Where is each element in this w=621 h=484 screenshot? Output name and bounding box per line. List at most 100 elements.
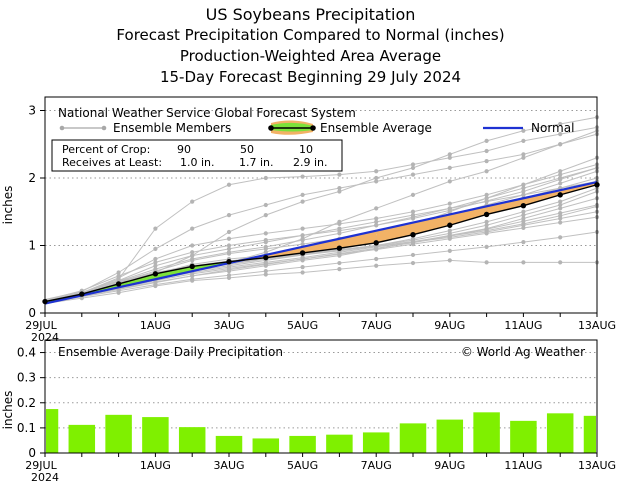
member-point bbox=[263, 272, 268, 277]
top-y-axis-label: inches bbox=[1, 186, 15, 225]
legend-members-marker bbox=[101, 125, 107, 131]
x-tick-label: 13AUG bbox=[578, 459, 616, 472]
member-point bbox=[190, 253, 195, 258]
member-point bbox=[374, 263, 379, 268]
member-point bbox=[153, 283, 158, 289]
member-point bbox=[300, 242, 305, 247]
member-point bbox=[558, 199, 563, 204]
x-tick-label: 9AUG bbox=[434, 319, 465, 332]
daily-bar bbox=[583, 415, 596, 453]
member-point bbox=[263, 213, 268, 218]
member-point bbox=[521, 213, 526, 218]
member-point bbox=[484, 228, 489, 233]
member-point bbox=[153, 246, 158, 251]
member-point bbox=[521, 152, 526, 157]
member-line bbox=[44, 164, 598, 302]
daily-bar bbox=[215, 435, 243, 453]
member-point bbox=[484, 260, 489, 265]
member-point bbox=[484, 198, 489, 204]
member-point bbox=[263, 261, 268, 266]
member-point bbox=[190, 250, 195, 255]
member-point bbox=[558, 220, 563, 225]
member-point bbox=[300, 238, 305, 243]
crop-table-box bbox=[51, 139, 343, 172]
member-point bbox=[300, 192, 305, 197]
member-point bbox=[521, 186, 526, 191]
member-point bbox=[484, 169, 489, 174]
ensemble-average-line bbox=[44, 184, 598, 303]
top-y-axis: 0 1 2 3 bbox=[28, 104, 45, 320]
member-point bbox=[374, 206, 379, 211]
normal-line-group bbox=[44, 180, 598, 305]
daily-bar bbox=[68, 424, 96, 453]
member-point bbox=[374, 256, 379, 262]
below-normal-fill bbox=[523, 190, 561, 206]
legend-average-label: Ensemble Average bbox=[320, 121, 432, 135]
member-point bbox=[337, 228, 342, 233]
ensemble-average-point bbox=[189, 263, 195, 270]
x-tick-label: 9AUG bbox=[434, 459, 465, 472]
member-point bbox=[374, 247, 379, 252]
x-tick-label: 1AUG bbox=[140, 459, 171, 472]
chart-subtitle-3: 15-Day Forecast Beginning 29 July 2024 bbox=[159, 68, 462, 86]
member-point bbox=[300, 199, 305, 204]
member-line bbox=[44, 197, 598, 304]
chart-subtitle-2: Production-Weighted Area Average bbox=[179, 47, 442, 65]
member-point bbox=[447, 233, 452, 239]
crop-table-row1-label: Percent of Crop: bbox=[62, 143, 150, 156]
member-point bbox=[153, 263, 158, 268]
member-point bbox=[226, 213, 232, 218]
member-point bbox=[447, 228, 452, 233]
y-tick-label: 2 bbox=[28, 171, 36, 185]
daily-bar bbox=[399, 423, 427, 453]
chart-titles: US Soybeans Precipitation Forecast Preci… bbox=[0, 4, 621, 88]
member-point bbox=[447, 248, 452, 253]
bottom-y-axis: 0 0.1 0.2 0.3 0.4 bbox=[17, 346, 45, 460]
x-tick-label: 11AUG bbox=[504, 319, 542, 332]
member-point bbox=[226, 236, 232, 241]
member-point bbox=[558, 177, 563, 182]
legend-members-label: Ensemble Members bbox=[113, 121, 231, 135]
member-point bbox=[374, 179, 379, 184]
member-point bbox=[558, 260, 563, 265]
member-point bbox=[447, 201, 452, 206]
ensemble-average-point bbox=[115, 281, 122, 287]
member-point bbox=[337, 221, 342, 226]
member-line bbox=[44, 231, 598, 304]
crop-table-value: 90 bbox=[177, 143, 191, 156]
member-point bbox=[410, 165, 416, 170]
member-line bbox=[44, 180, 598, 303]
member-point bbox=[226, 182, 232, 187]
member-point bbox=[263, 231, 268, 236]
crop-table-value: 50 bbox=[240, 143, 254, 156]
member-point bbox=[410, 236, 416, 241]
x-tick-label: 29JUL bbox=[25, 319, 57, 332]
bottom-gridlines bbox=[45, 352, 597, 429]
crop-table-value: 1.0 in. bbox=[180, 156, 215, 169]
crop-table-row2-label: Receives at Least: bbox=[62, 156, 162, 169]
bottom-panel-title: Ensemble Average Daily Precipitation bbox=[58, 345, 283, 359]
member-point bbox=[521, 209, 526, 214]
member-point bbox=[337, 189, 342, 194]
member-point bbox=[337, 252, 342, 257]
legend-normal-label: Normal bbox=[531, 121, 574, 135]
member-point bbox=[521, 138, 526, 143]
daily-bar bbox=[252, 438, 280, 453]
below-normal-fill bbox=[449, 206, 487, 226]
ensemble-average-point bbox=[336, 245, 343, 251]
member-point bbox=[521, 189, 526, 194]
member-point bbox=[190, 243, 195, 248]
member-point bbox=[153, 226, 158, 231]
below-normal-fill bbox=[413, 214, 450, 235]
member-point bbox=[521, 182, 526, 187]
ensemble-average-group bbox=[42, 182, 600, 305]
member-point bbox=[300, 265, 305, 270]
bottom-plot-frame bbox=[44, 339, 598, 454]
member-point bbox=[153, 267, 158, 272]
daily-bar bbox=[105, 414, 132, 453]
member-point bbox=[558, 235, 563, 240]
member-point bbox=[410, 209, 416, 214]
ensemble-average-point bbox=[557, 192, 563, 198]
member-point bbox=[410, 162, 416, 167]
